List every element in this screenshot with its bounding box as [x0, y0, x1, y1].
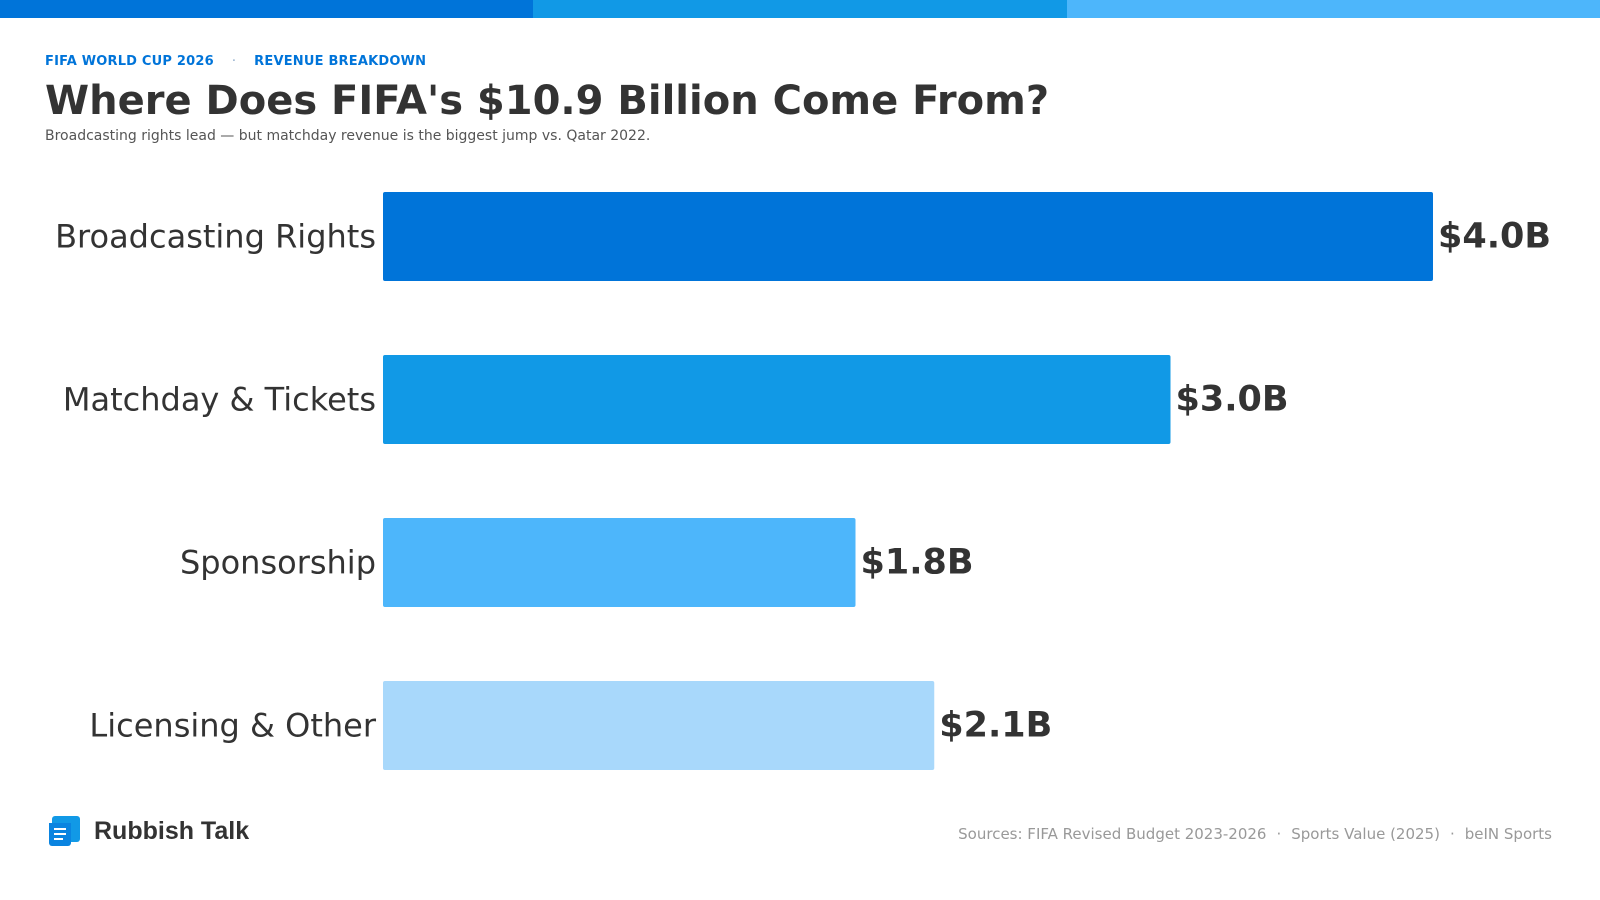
category-label: Broadcasting Rights [55, 218, 376, 256]
revenue-bar-chart: Broadcasting Rights $4.0B Matchday & Ticke… [55, 192, 1551, 770]
bar-broadcasting-rights [383, 192, 1433, 281]
top-accent-segment-2 [533, 0, 1067, 18]
scroll-doc-icon [49, 816, 80, 846]
source-separator-2: · [1449, 825, 1455, 843]
bar-value-label: $1.8B [861, 543, 974, 583]
source-3: beIN Sports [1464, 825, 1552, 843]
page-title: Where Does FIFA's $10.9 Billion Come Fro… [45, 78, 1050, 124]
kicker-separator: · [231, 54, 237, 69]
top-accent-bar [0, 0, 1600, 18]
category-label: Matchday & Tickets [63, 381, 376, 419]
source-2: Sports Value (2025) [1291, 825, 1440, 843]
top-accent-segment-1 [0, 0, 534, 18]
bar-value-label: $2.1B [939, 706, 1052, 746]
kicker: FIFA WORLD CUP 2026 · REVENUE BREAKDOWN [45, 54, 426, 69]
page-subtitle: Broadcasting rights lead — but matchday … [45, 128, 651, 144]
bar-value-label: $3.0B [1176, 380, 1289, 420]
bar-value-label: $4.0B [1438, 217, 1551, 257]
kicker-event: FIFA WORLD CUP 2026 [45, 54, 214, 69]
source-1: Sources: FIFA Revised Budget 2023-2026 [958, 825, 1267, 843]
top-accent-segment-3 [1066, 0, 1600, 18]
sources-line: Sources: FIFA Revised Budget 2023-2026 ·… [958, 825, 1552, 843]
category-label: Licensing & Other [89, 707, 376, 745]
source-separator-1: · [1276, 825, 1282, 843]
brand-logo: Rubbish Talk [48, 815, 249, 847]
brand-name: Rubbish Talk [94, 816, 250, 845]
bar-sponsorship [383, 518, 856, 607]
category-label: Sponsorship [180, 544, 376, 582]
bar-licensing-other [383, 681, 935, 770]
bar-matchday-tickets [383, 355, 1171, 444]
kicker-topic: REVENUE BREAKDOWN [254, 54, 427, 69]
